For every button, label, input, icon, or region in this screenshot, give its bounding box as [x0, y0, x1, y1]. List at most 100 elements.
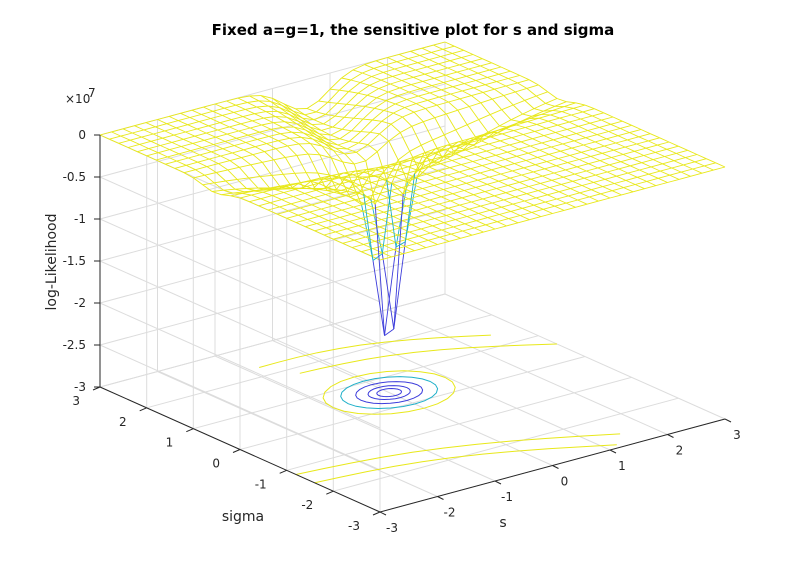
mesh-line-sigma	[242, 116, 253, 122]
mesh-line-s	[363, 240, 376, 245]
mesh-line-sigma	[491, 169, 501, 175]
mesh-line-s	[563, 206, 576, 211]
mesh-line-s	[247, 131, 260, 136]
mesh-line-sigma	[545, 201, 555, 207]
mesh-line-sigma	[522, 113, 532, 117]
mesh-line-s	[356, 229, 368, 234]
mesh-line-sigma	[215, 172, 227, 182]
mesh-line-sigma	[411, 126, 422, 146]
mesh-line-sigma	[599, 160, 610, 166]
mesh-line-s	[406, 202, 419, 207]
mesh-line-sigma	[264, 151, 275, 161]
mesh-line-sigma	[464, 83, 474, 89]
mesh-line-sigma	[372, 248, 383, 254]
mesh-line-sigma	[485, 84, 495, 90]
mesh-line-sigma	[220, 155, 231, 162]
mesh-line-s	[490, 109, 502, 116]
mesh-line-s	[252, 117, 264, 122]
mesh-line-s	[423, 218, 435, 223]
s-tick-label: -2	[444, 506, 456, 520]
mesh-line-s	[305, 223, 317, 228]
mesh-line-s	[178, 150, 191, 155]
mesh-line-sigma	[249, 201, 259, 207]
mesh-line-sigma	[155, 126, 165, 132]
mesh-line-s	[595, 171, 608, 176]
mesh-line-sigma	[316, 111, 326, 115]
mesh-line-s	[632, 155, 644, 160]
mesh-line-s	[440, 52, 453, 57]
mesh-line-s	[287, 143, 300, 147]
mesh-line-s	[608, 127, 621, 132]
mesh-line-sigma	[313, 197, 324, 203]
mesh-line-s	[349, 131, 362, 142]
mesh-line-s	[342, 239, 355, 244]
mesh-line-sigma	[369, 222, 380, 228]
mesh-line-s	[657, 141, 670, 146]
mesh-line-sigma	[248, 177, 259, 189]
contour-line	[259, 334, 491, 368]
mesh-line-s	[384, 241, 396, 246]
mesh-line-sigma	[433, 44, 443, 50]
mesh-line-sigma	[452, 86, 463, 92]
mesh-line-sigma	[565, 169, 575, 175]
mesh-line-s	[306, 100, 319, 109]
mesh-line-sigma	[407, 177, 417, 183]
mesh-line-sigma	[453, 226, 463, 232]
mesh-line-sigma	[482, 92, 493, 100]
mesh-line-sigma	[356, 232, 366, 238]
mesh-line-sigma	[535, 95, 546, 104]
mesh-line-s	[477, 143, 489, 148]
mesh-line-sigma	[283, 103, 294, 112]
mesh-line-s	[229, 123, 241, 128]
s-tick-mark	[724, 418, 732, 423]
mesh-line-sigma	[412, 156, 422, 159]
mesh-line-s	[390, 187, 402, 192]
mesh-line-sigma	[390, 223, 401, 229]
mesh-line-sigma	[489, 176, 499, 182]
mesh-line-sigma	[353, 206, 363, 212]
mesh-line-s	[570, 185, 583, 190]
mesh-line-s	[160, 141, 172, 146]
s-tick-label: 1	[618, 459, 626, 473]
mesh-line-sigma	[238, 130, 249, 136]
mesh-line-s	[496, 78, 509, 83]
mesh-line-sigma	[635, 184, 645, 190]
mesh-line-sigma	[337, 102, 347, 105]
mesh-line-sigma	[145, 122, 156, 128]
mesh-line-sigma	[564, 106, 574, 109]
mesh-line-sigma	[524, 100, 535, 109]
mesh-line-sigma	[599, 126, 609, 132]
mesh-line-s	[511, 134, 524, 139]
mesh-line-sigma	[165, 163, 175, 169]
mesh-line-sigma	[355, 104, 366, 108]
mesh-line-s	[497, 144, 510, 149]
mesh-line-sigma	[494, 195, 504, 201]
mesh-line-sigma	[448, 101, 459, 111]
mesh-line-sigma	[470, 61, 481, 67]
mesh-line-sigma	[457, 211, 468, 217]
mesh-line-sigma	[400, 159, 411, 162]
mesh-line-sigma	[658, 177, 668, 183]
mesh-line-sigma	[277, 213, 287, 219]
mesh-line-s	[188, 154, 200, 159]
mesh-line-s	[273, 121, 285, 124]
mesh-line-s	[445, 71, 458, 76]
mesh-line-sigma	[547, 91, 558, 99]
mesh-line-s	[376, 197, 389, 202]
mesh-line-s	[530, 142, 542, 147]
mesh-line-sigma	[365, 106, 375, 109]
mesh-line-s	[335, 147, 348, 150]
mesh-line-s	[567, 159, 580, 164]
mesh-line-s	[326, 224, 338, 229]
mesh-line-sigma	[341, 209, 352, 215]
mesh-line-s	[471, 198, 483, 203]
mesh-line-sigma	[472, 161, 483, 167]
mesh-line-sigma	[477, 146, 487, 152]
mesh-line-sigma	[146, 155, 157, 161]
mesh-line-s	[569, 151, 582, 156]
mesh-line-s	[396, 166, 409, 171]
mesh-line-s	[418, 92, 430, 97]
mesh-line-sigma	[259, 176, 270, 189]
mesh-line-s	[323, 231, 336, 236]
mesh-line-s	[505, 189, 518, 194]
